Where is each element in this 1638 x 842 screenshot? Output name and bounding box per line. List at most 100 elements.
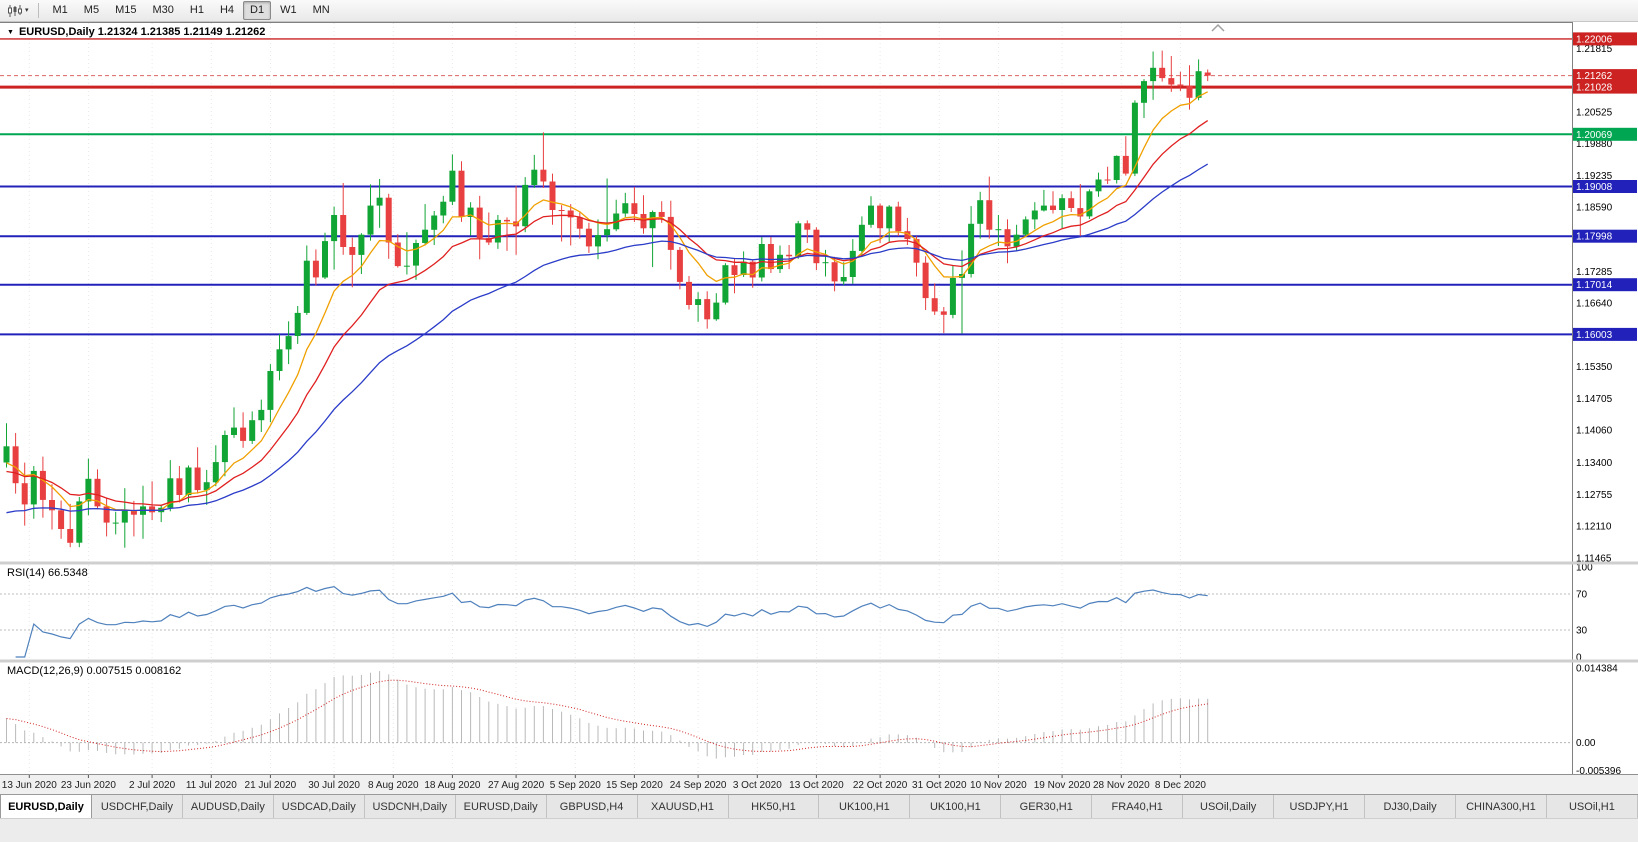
timeframe-mn[interactable]: MN [312,3,330,16]
svg-text:31 Oct 2020: 31 Oct 2020 [912,780,967,791]
tab-usdcad-daily[interactable]: USDCAD,Daily [274,795,365,818]
tab-xauusd-h1[interactable]: XAUUSD,H1 [638,795,729,818]
date-axis[interactable]: 13 Jun 2020 23 Jun 2020 2 Jul 2020 11 Jul 2… [0,774,1638,794]
svg-text:1.16003: 1.16003 [1576,330,1613,341]
timeframe-m15[interactable]: M15 [115,3,137,16]
svg-text:24 Sep 2020: 24 Sep 2020 [670,780,727,791]
svg-text:15 Sep 2020: 15 Sep 2020 [606,780,663,791]
svg-text:1.14705: 1.14705 [1576,394,1613,405]
svg-text:1.21815: 1.21815 [1576,44,1613,55]
level-price-tag [1573,278,1637,292]
svg-text:1.21028: 1.21028 [1576,83,1613,94]
svg-text:70: 70 [1576,590,1588,601]
svg-text:1.22006: 1.22006 [1576,34,1613,45]
svg-text:0: 0 [1576,653,1582,664]
svg-text:100: 100 [1576,563,1593,574]
level-price-tag [1573,180,1637,193]
svg-text:1.12755: 1.12755 [1576,490,1613,501]
svg-text:1.12110: 1.12110 [1576,522,1612,533]
tab-gbpusd-h4[interactable]: GBPUSD,H4 [547,795,638,818]
moving-average-lines [6,91,1209,514]
svg-text:18 Aug 2020: 18 Aug 2020 [424,780,481,791]
candles-layer [3,50,1211,548]
toolbar-separator [37,3,39,18]
svg-text:1.21262: 1.21262 [1576,71,1613,82]
chart-canvas[interactable]: 1.21815 1.20525 1.19880 1.19235 1.18590 1.172… [0,22,1638,794]
svg-text:1.19008: 1.19008 [1576,182,1613,193]
level-price-tag [1573,127,1637,141]
svg-text:11 Jul 2020: 11 Jul 2020 [186,780,237,791]
svg-text:1.15350: 1.15350 [1576,362,1613,373]
candlestick-chart-icon [8,4,22,17]
price-axis[interactable]: 1.21815 1.20525 1.19880 1.19235 1.18590 1.172… [1572,22,1638,777]
tab-fra40-h1[interactable]: FRA40,H1 [1092,795,1184,818]
svg-text:1.14060: 1.14060 [1576,426,1613,437]
svg-text:1.17285: 1.17285 [1576,267,1613,278]
status-bar [0,818,1638,842]
tab-china300-h1[interactable]: CHINA300,H1 [1456,795,1547,818]
svg-text:3 Oct 2020: 3 Oct 2020 [733,780,782,791]
svg-text:5 Sep 2020: 5 Sep 2020 [550,780,602,791]
tab-uk100-h1[interactable]: UK100,H1 [819,795,911,818]
svg-text:30 Jul 2020: 30 Jul 2020 [308,780,360,791]
tab-audusd-daily[interactable]: AUDUSD,Daily [183,795,274,818]
tab-usoil-h1[interactable]: USOil,H1 [1547,795,1638,818]
svg-text:28 Nov 2020: 28 Nov 2020 [1093,780,1150,791]
tab-hk50-h1[interactable]: HK50,H1 [729,795,820,818]
chart-type-dropdown[interactable]: ▾ [4,3,32,19]
timeframe-m5[interactable]: M5 [83,3,100,16]
svg-text:10 Nov 2020: 10 Nov 2020 [970,780,1027,791]
svg-text:27 Aug 2020: 27 Aug 2020 [488,780,545,791]
svg-text:22 Oct 2020: 22 Oct 2020 [853,780,908,791]
horizontal-level-lines[interactable] [0,38,1572,336]
svg-text:0.014384: 0.014384 [1576,664,1618,675]
level-price-tag [1573,80,1637,94]
level-price-tag [1573,327,1637,341]
svg-text:8 Dec 2020: 8 Dec 2020 [1155,780,1207,791]
svg-text:1.11465: 1.11465 [1576,553,1612,564]
macd-panel [0,671,1572,759]
svg-text:1.19235: 1.19235 [1576,171,1613,182]
tab-usoil-daily[interactable]: USOil,Daily [1183,795,1275,818]
svg-text:1.17014: 1.17014 [1576,280,1613,291]
timeframe-buttons: M1 M5 M15 M30 H1 H4 D1 W1 MN [45,0,338,21]
grid-layer [28,23,1181,773]
svg-text:23 Jun 2020: 23 Jun 2020 [61,780,116,791]
tab-ger30-h1[interactable]: GER30,H1 [1001,795,1093,818]
timeframe-h4[interactable]: H4 [219,3,235,16]
timeframe-d1[interactable]: D1 [243,0,272,21]
svg-text:1.13400: 1.13400 [1576,458,1613,469]
svg-text:1.16640: 1.16640 [1576,299,1613,310]
timeframe-w1[interactable]: W1 [280,3,297,16]
timeframe-m1[interactable]: M1 [52,3,68,16]
tab-eurusd-daily[interactable]: EURUSD,Daily [456,795,547,818]
current-price-tag [1573,69,1637,83]
tab-uk100-h1[interactable]: UK100,H1 [910,795,1002,818]
svg-text:1.19880: 1.19880 [1576,139,1613,150]
tab-usdjpy-h1[interactable]: USDJPY,H1 [1274,795,1366,818]
svg-text:8 Aug 2020: 8 Aug 2020 [368,780,419,791]
svg-text:1.20525: 1.20525 [1576,107,1613,118]
tab-eurusd-daily[interactable]: EURUSD,Daily [0,795,92,818]
svg-text:1.17998: 1.17998 [1576,232,1613,243]
svg-text:19 Nov 2020: 19 Nov 2020 [1034,780,1091,791]
svg-text:13 Jun 2020: 13 Jun 2020 [2,780,57,791]
level-price-tag [1573,229,1637,243]
svg-text:0.00: 0.00 [1576,738,1596,749]
svg-text:21 Jul 2020: 21 Jul 2020 [245,780,297,791]
panel-separators[interactable] [0,561,1638,663]
svg-text:1.18590: 1.18590 [1576,203,1613,214]
toolbar: ▾ M1 M5 M15 M30 H1 H4 D1 W1 MN [0,0,1638,22]
timeframe-m30[interactable]: M30 [152,3,174,16]
tab-dj30-daily[interactable]: DJ30,Daily [1365,795,1456,818]
chart-tabs-bar: EURUSD,Daily USDCHF,Daily AUDUSD,Daily USDC… [0,794,1638,818]
svg-text:2 Jul 2020: 2 Jul 2020 [129,780,176,791]
tab-usdchf-daily[interactable]: USDCHF,Daily [92,795,183,818]
dropdown-caret-icon: ▾ [25,7,29,14]
tab-usdcnh-daily[interactable]: USDCNH,Daily [365,795,456,818]
svg-text:1.20069: 1.20069 [1576,130,1613,141]
svg-text:13 Oct 2020: 13 Oct 2020 [789,780,844,791]
svg-text:-0.005396: -0.005396 [1576,766,1621,777]
timeframe-h1[interactable]: H1 [189,3,204,16]
chart-shift-marker-icon [1211,23,1225,32]
